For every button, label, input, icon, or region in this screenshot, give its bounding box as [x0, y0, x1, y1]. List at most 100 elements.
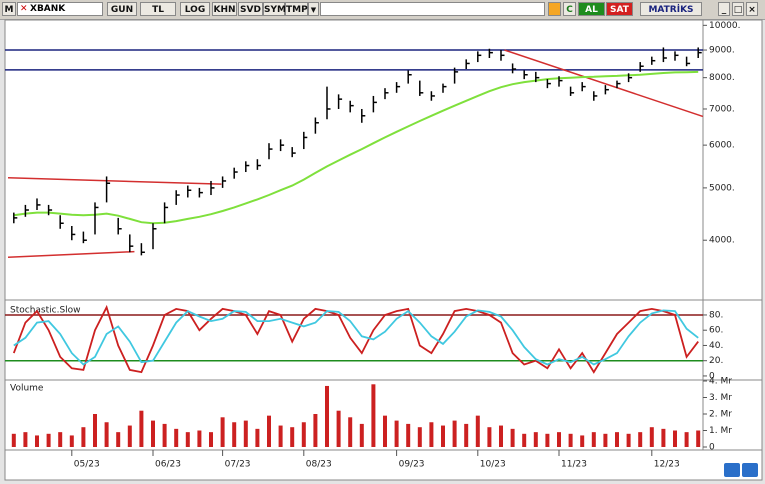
pane-title: Stochastic.Slow	[10, 306, 81, 316]
volume-bar	[371, 384, 376, 447]
x-axis-strip	[4, 449, 763, 481]
close-button[interactable]: ×	[746, 2, 758, 16]
volume-bar	[185, 432, 190, 447]
indicator-line	[12, 304, 699, 374]
volume-bar	[220, 417, 225, 447]
tmp-button[interactable]: TMP	[285, 2, 308, 16]
menu-button[interactable]: M	[2, 2, 16, 16]
currency-button[interactable]: TL	[140, 2, 176, 16]
volume-bar	[591, 432, 596, 447]
y-tick-label: 1. Mr	[709, 426, 732, 436]
x-tick-label: 09/23	[399, 460, 425, 470]
x-tick-label: 12/23	[654, 460, 680, 470]
volume-bar	[325, 385, 329, 447]
plot-background	[4, 19, 763, 451]
log-button[interactable]: LOG	[180, 2, 210, 16]
y-tick-label: 3. Mr	[709, 393, 732, 403]
trend-line	[7, 177, 222, 185]
volume-bar	[313, 414, 318, 447]
volume-bar	[348, 417, 353, 447]
volume-bar	[406, 423, 411, 447]
volume-bar	[696, 430, 701, 447]
khn-button[interactable]: KHN	[212, 2, 237, 16]
buy-button[interactable]: AL	[578, 2, 605, 16]
volume-bar	[301, 422, 306, 447]
volume-bar	[359, 423, 364, 447]
volume-bar	[197, 430, 202, 447]
volume-bar	[661, 428, 666, 447]
volume-bar	[615, 432, 619, 447]
sell-button[interactable]: SAT	[606, 2, 633, 16]
y-tick-label: 7000.	[709, 104, 735, 114]
tool-icon[interactable]	[548, 2, 561, 16]
volume-bar	[673, 430, 677, 447]
y-tick-label: 60.	[709, 326, 723, 336]
volume-bar	[626, 433, 631, 447]
x-tick-label: 05/23	[74, 460, 100, 470]
volume-bar	[232, 422, 237, 447]
volume-bar	[394, 420, 399, 447]
volume-bar	[11, 433, 16, 447]
empty-field	[320, 2, 545, 16]
volume-bar	[417, 427, 422, 447]
volume-bar	[429, 422, 434, 447]
y-tick-label: 80.	[709, 310, 723, 320]
volume-bar	[441, 425, 445, 447]
y-tick-label: 4. Mr	[709, 377, 732, 387]
volume-bar	[475, 415, 480, 447]
volume-bar	[290, 427, 295, 447]
volume-bar	[104, 422, 109, 447]
volume-bar	[267, 415, 271, 447]
volume-bar	[580, 435, 585, 447]
volume-bar	[35, 435, 39, 447]
volume-bar	[58, 432, 63, 447]
y-tick-label: 0	[709, 443, 715, 453]
volume-bar	[522, 433, 527, 447]
volume-bar	[243, 420, 248, 447]
volume-bar	[464, 423, 469, 447]
volume-bar	[127, 425, 132, 447]
y-tick-label: 9000.	[709, 46, 735, 56]
y-tick-label: 2. Mr	[709, 410, 732, 420]
brand: MATRİKS	[640, 2, 702, 16]
y-tick-label: 40.	[709, 341, 723, 351]
symbol-field[interactable]: ✕ XBANK	[17, 2, 103, 16]
volume-bar	[81, 427, 86, 447]
x-tick-label: 08/23	[306, 460, 332, 470]
volume-bar	[545, 433, 550, 447]
y-tick-label: 0	[709, 371, 715, 381]
nav-button[interactable]	[724, 463, 740, 477]
symbol: XBANK	[30, 4, 66, 14]
trend-line	[504, 49, 704, 118]
svd-button[interactable]: SVD	[238, 2, 263, 16]
volume-bar	[116, 432, 121, 447]
nav-button[interactable]	[742, 463, 758, 477]
volume-bar	[93, 414, 97, 447]
volume-bar	[568, 433, 573, 447]
minimize-button[interactable]: _	[718, 2, 730, 16]
period-button[interactable]: GUN	[107, 2, 137, 16]
volume-bar	[638, 432, 643, 447]
x-tick-label: 10/23	[480, 460, 506, 470]
volume-bar	[46, 433, 51, 447]
maximize-button[interactable]: □	[732, 2, 744, 16]
volume-bar	[510, 428, 515, 447]
y-tick-label: 10000.	[709, 21, 741, 31]
x-tick-label: 06/23	[155, 460, 181, 470]
tool-icon[interactable]: C	[563, 2, 576, 16]
volume-bar	[383, 415, 387, 447]
volume-bar	[69, 435, 74, 447]
volume-bar	[452, 420, 457, 447]
sym-button[interactable]: SYM	[263, 2, 286, 16]
y-tick-label: 8000.	[709, 73, 735, 83]
volume-bar	[336, 410, 341, 447]
volume-bar	[487, 427, 492, 447]
volume-bar	[174, 428, 179, 447]
dropdown-button[interactable]: ▼	[308, 2, 319, 16]
volume-bar	[603, 433, 608, 447]
y-tick-label: 5000.	[709, 183, 735, 193]
volume-bar	[255, 428, 260, 447]
pane-title: Volume	[10, 384, 44, 394]
